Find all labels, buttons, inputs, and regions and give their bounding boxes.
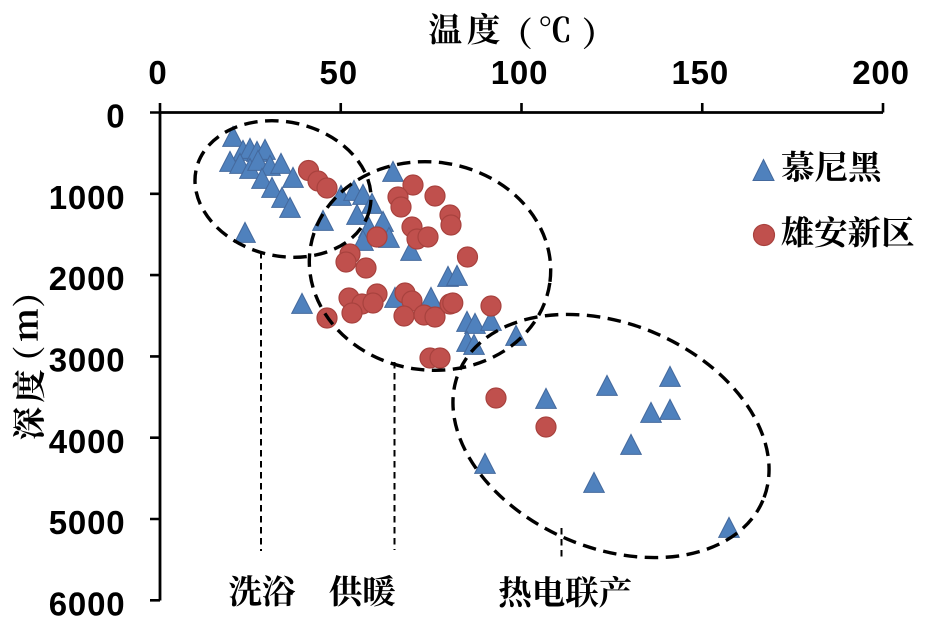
svg-text:2000: 2000 — [49, 260, 126, 297]
svg-text:4000: 4000 — [49, 423, 126, 460]
svg-text:1000: 1000 — [49, 179, 126, 216]
svg-text:0: 0 — [106, 98, 125, 135]
svg-text:100: 100 — [491, 54, 549, 91]
svg-text:0: 0 — [148, 54, 167, 91]
svg-text:200: 200 — [852, 54, 910, 91]
svg-text:3000: 3000 — [49, 342, 126, 379]
svg-text:6000: 6000 — [49, 585, 126, 622]
svg-text:5000: 5000 — [49, 504, 126, 541]
svg-text:50: 50 — [320, 54, 358, 91]
svg-text:150: 150 — [671, 54, 729, 91]
